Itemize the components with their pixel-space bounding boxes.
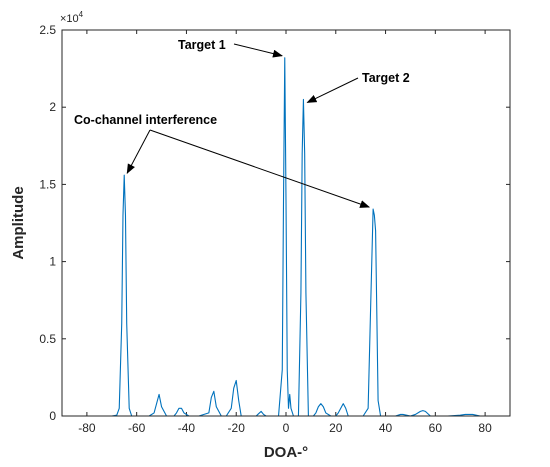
annotation-interference-arrow-left xyxy=(126,129,151,175)
x-tick-label: 20 xyxy=(329,421,343,435)
x-tick-label: -40 xyxy=(178,421,196,435)
series-layer xyxy=(62,57,510,417)
y-exponent-label: ×104 xyxy=(60,10,84,25)
y-tick-label: 0.5 xyxy=(39,332,56,346)
x-tick-label: -60 xyxy=(128,421,146,435)
x-tick-label: 80 xyxy=(478,421,492,435)
x-tick-label: 60 xyxy=(429,421,443,435)
annotation-layer: Target 1 Target 2 Co-channel interference xyxy=(74,38,410,208)
y-tick-label: 2 xyxy=(49,100,56,114)
annotation-target-2-arrow xyxy=(306,77,359,103)
y-axis-title: Amplitude xyxy=(10,186,27,259)
annotation-interference-label: Co-channel interference xyxy=(74,113,217,127)
x-tick-label: 0 xyxy=(283,421,290,435)
y-tick-label: 2.5 xyxy=(39,23,56,37)
axis-ticks: -80 -60 -40 -20 0 20 40 60 80 0 0.5 1 1.5 2 2.5 xyxy=(39,23,510,435)
x-tick-label: 40 xyxy=(379,421,393,435)
y-tick-label: 1 xyxy=(49,255,56,269)
axes-box xyxy=(61,29,511,417)
series-line xyxy=(62,57,510,417)
y-tick-label: 1.5 xyxy=(39,177,56,191)
annotation-interference-arrow-right xyxy=(149,129,371,208)
annotation-target-2-label: Target 2 xyxy=(362,71,410,85)
annotation-target-1-label: Target 1 xyxy=(178,38,226,52)
x-tick-label: -20 xyxy=(228,421,246,435)
y-tick-label: 0 xyxy=(49,409,56,423)
x-tick-label: -80 xyxy=(78,421,96,435)
x-axis-title: DOA-° xyxy=(264,444,308,461)
annotation-target-1-arrow xyxy=(233,43,283,58)
